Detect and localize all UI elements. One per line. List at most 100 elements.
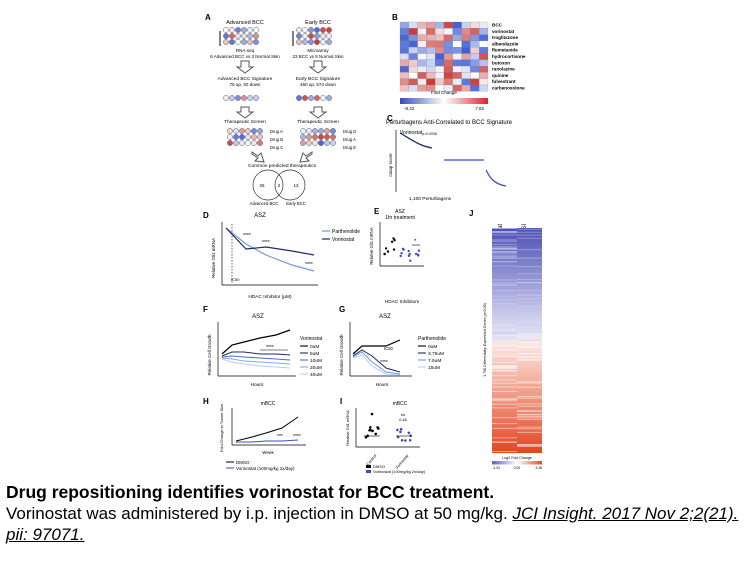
heatmap-stripe <box>517 356 542 358</box>
heatmap-cell <box>435 65 445 73</box>
expression-dot <box>314 95 320 101</box>
expression-dot <box>296 27 302 33</box>
heatmap-cell <box>408 28 418 35</box>
expression-dot <box>320 39 326 45</box>
expression-dot <box>253 39 259 45</box>
expression-dot <box>308 27 314 33</box>
heatmap-stripe <box>517 290 542 292</box>
drug-b-left: Drug B <box>270 137 283 142</box>
heatmap-stripe <box>492 366 517 368</box>
expression-dot <box>247 27 253 33</box>
fold-change-title: Fold Change <box>431 90 457 95</box>
heatmap-cell <box>461 72 471 79</box>
heatmap-cell <box>479 40 489 48</box>
panel-f-ylabel: Relative Cell Growth <box>207 334 212 376</box>
panel-e-subtitle: 1hr treatment <box>385 215 415 221</box>
heatmap-stripe <box>517 413 542 415</box>
panel-d-stars-2: **** <box>262 240 270 246</box>
panel-b-letter: B <box>392 13 398 22</box>
heatmap-stripe <box>492 333 517 335</box>
expression-dot <box>239 128 245 134</box>
heatmap-stripe <box>517 418 542 420</box>
i-legend-dmso-swatch <box>366 465 371 468</box>
heatmap-cell <box>417 40 427 48</box>
heatmap-cell <box>443 28 453 35</box>
heatmap-cell <box>399 34 409 41</box>
heatmap-cell <box>417 72 427 79</box>
heatmap-stripe <box>492 344 517 346</box>
data-point <box>393 239 396 242</box>
heatmap-stripe <box>492 303 517 304</box>
panel-j-scale-max: 3.38 <box>535 466 542 470</box>
expression-dot <box>324 128 330 134</box>
venn-left-label: Advanced BCC <box>250 201 279 206</box>
heatmap-stripe <box>492 417 517 419</box>
heatmap-stripe <box>492 255 517 257</box>
panel-f-xlabel: Hours <box>251 382 264 388</box>
heatmap-stripe <box>492 317 517 319</box>
drug-heatmap <box>399 21 489 92</box>
data-point <box>408 438 412 442</box>
expression-dot <box>320 33 326 39</box>
heatmap-stripe <box>517 445 542 447</box>
expression-dot <box>247 33 253 39</box>
panel-j-letter: J <box>469 209 473 218</box>
heatmap-cell <box>470 59 480 67</box>
data-point <box>386 250 390 253</box>
drug-a-left: Drug A <box>270 129 283 134</box>
updown-arrows <box>219 31 294 46</box>
heatmap-cell <box>470 47 480 54</box>
panel-g-title: ASZ <box>379 314 391 320</box>
heatmap-stripe <box>492 246 517 248</box>
parthenolide-line <box>225 227 315 272</box>
heatmap-stripe <box>492 240 517 242</box>
heatmap-cell <box>452 47 462 54</box>
heatmap-stripe <box>492 232 517 233</box>
expression-dot <box>251 128 257 134</box>
heatmap-cell <box>408 53 418 60</box>
expression-dot <box>318 128 324 134</box>
expression-dot <box>324 140 330 146</box>
heatmap-stripe <box>517 426 542 428</box>
early-signature-row <box>296 95 332 101</box>
heatmap-stripe <box>492 362 517 363</box>
panel-g-xlabel: Hours <box>376 382 389 388</box>
heatmap-stripe <box>492 400 517 402</box>
heatmap-stripe <box>517 414 542 416</box>
heatmap-stripe <box>517 403 542 405</box>
i-legend-vorinostat: Vorinostat (100mg/kg 2x/day) <box>373 469 426 474</box>
expression-dot <box>320 95 326 101</box>
expression-dot <box>320 27 326 33</box>
panel-i-category-vorinostat: Vorinostat <box>394 453 410 471</box>
panel-i-points <box>364 412 413 442</box>
heatmap-stripe <box>492 382 517 384</box>
heatmap-cell <box>417 28 427 35</box>
panel-h-stars-2: **** <box>293 434 301 440</box>
heatmap-stripe <box>517 359 542 361</box>
g-0um-line <box>352 339 401 355</box>
heatmap-cell <box>470 72 480 79</box>
expression-dot <box>247 95 253 101</box>
i-legend-dmso: DMSO <box>373 464 385 469</box>
heatmap-cell <box>426 28 436 35</box>
expression-dot <box>308 33 314 39</box>
heatmap-stripe <box>517 279 542 280</box>
expression-dot <box>227 134 233 140</box>
data-point <box>402 248 405 251</box>
heatmap-stripe <box>492 327 517 329</box>
legend-parthenolide: Parthenolide <box>332 229 360 235</box>
heatmap-cell <box>470 78 480 86</box>
expression-dot <box>257 140 263 146</box>
heatmap-cell <box>443 40 453 48</box>
expression-dot <box>308 39 314 45</box>
data-point <box>384 247 388 250</box>
panel-e: E ASZ 1hr treatment Relative Gli1 mRNA *… <box>369 207 424 305</box>
heatmap-stripe <box>517 294 542 296</box>
data-point <box>383 252 386 256</box>
heatmap-stripe <box>492 407 517 409</box>
expression-dot <box>302 27 308 33</box>
heatmap-cell <box>452 21 462 29</box>
microarray-detail: 23 BCC vs 8 Normal Skin <box>292 54 344 59</box>
citation-link[interactable]: JCI Insight. 2017 Nov 2;2(21). pii: 9707… <box>6 504 739 544</box>
